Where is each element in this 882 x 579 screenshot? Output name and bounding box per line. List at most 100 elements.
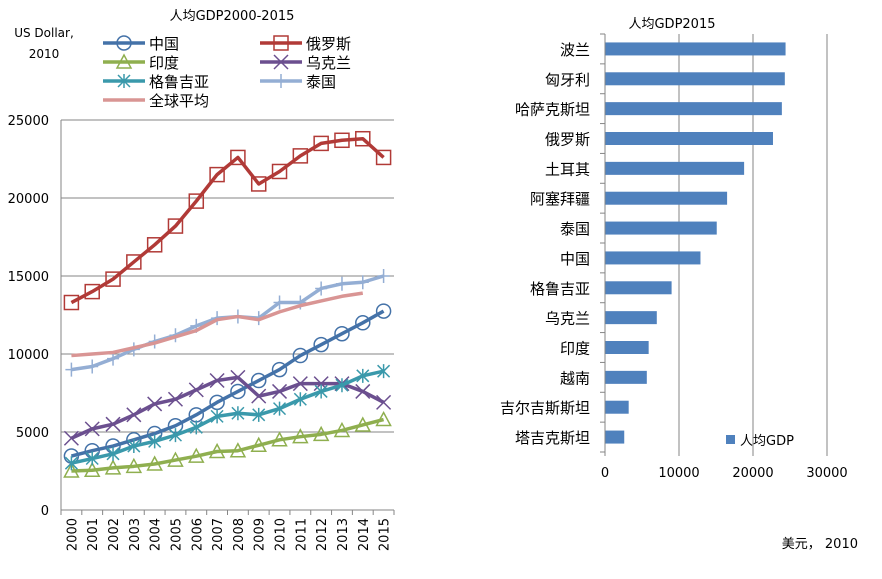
data-point bbox=[355, 383, 371, 399]
category-label: 匈牙利 bbox=[545, 71, 590, 89]
bar-chart-legend: 人均GDP bbox=[726, 434, 794, 449]
data-point bbox=[85, 451, 99, 466]
x-axis-label: 美元， 2010 bbox=[782, 537, 858, 552]
y-tick-label: 5000 bbox=[16, 426, 49, 441]
data-point bbox=[335, 378, 349, 393]
legend-swatch-gdp bbox=[726, 435, 735, 444]
series-line bbox=[70, 136, 385, 305]
data-point bbox=[146, 237, 163, 253]
legend-marker bbox=[116, 35, 132, 51]
data-point bbox=[105, 271, 121, 287]
data-point bbox=[334, 132, 350, 149]
bar bbox=[605, 42, 786, 56]
data-point bbox=[377, 269, 390, 283]
x-tick-label: 2015 bbox=[378, 518, 393, 551]
y-tick-label: 0 bbox=[41, 504, 49, 519]
x-tick-label: 2014 bbox=[357, 518, 372, 551]
data-point bbox=[229, 442, 247, 458]
data-point bbox=[188, 447, 205, 463]
series-triangle bbox=[63, 410, 392, 478]
y-tick-label: 10000 bbox=[8, 348, 49, 363]
category-label: 印度 bbox=[560, 340, 590, 358]
data-point bbox=[148, 434, 162, 449]
data-point bbox=[147, 396, 163, 412]
data-point bbox=[188, 193, 205, 209]
category-label: 吉尔吉斯斯坦 bbox=[500, 399, 590, 417]
x-tick-label: 2010 bbox=[274, 518, 289, 551]
data-point bbox=[292, 376, 308, 392]
data-point bbox=[313, 336, 329, 353]
data-point bbox=[230, 383, 246, 400]
legend-label: 中国 bbox=[149, 35, 179, 53]
series-line bbox=[71, 274, 385, 372]
data-point bbox=[105, 416, 121, 432]
bar-chart-axes: 0 10000 20000 30000 波兰匈牙利哈萨克斯坦俄罗斯土耳其阿塞拜疆泰国中国… bbox=[500, 33, 848, 481]
series-none bbox=[71, 291, 364, 358]
x-tick-label: 2007 bbox=[211, 518, 226, 551]
data-point bbox=[375, 303, 392, 319]
data-point bbox=[355, 315, 371, 331]
category-label: 哈萨克斯坦 bbox=[515, 101, 590, 119]
bar bbox=[605, 281, 672, 295]
category-label: 塔吉克斯坦 bbox=[515, 429, 590, 447]
bar bbox=[605, 191, 728, 205]
bar-chart-bars bbox=[605, 42, 786, 444]
x-tick-label: 2004 bbox=[149, 518, 164, 551]
data-point bbox=[376, 394, 392, 410]
data-point bbox=[355, 130, 371, 147]
data-point bbox=[106, 446, 120, 461]
data-point bbox=[64, 456, 78, 471]
data-point bbox=[84, 283, 100, 300]
data-point bbox=[377, 364, 391, 379]
category-label: 乌克兰 bbox=[545, 310, 590, 328]
legend-label: 印度 bbox=[149, 54, 179, 72]
data-point bbox=[375, 149, 392, 166]
x-tick-label: 2013 bbox=[336, 518, 351, 551]
data-point bbox=[333, 421, 351, 438]
x-tick-label: 2005 bbox=[169, 518, 184, 551]
legend-label: 乌克兰 bbox=[306, 54, 351, 72]
data-point bbox=[272, 383, 288, 399]
x-tick-label: 2002 bbox=[107, 518, 122, 551]
data-point bbox=[313, 135, 329, 152]
bar bbox=[605, 370, 647, 384]
data-point bbox=[210, 409, 224, 424]
data-point bbox=[314, 384, 328, 399]
series-plus bbox=[65, 269, 390, 377]
data-point bbox=[167, 451, 184, 467]
x-tick-label: 2012 bbox=[315, 518, 330, 551]
category-label: 中国 bbox=[560, 250, 590, 268]
bar bbox=[605, 102, 782, 116]
bar bbox=[605, 72, 785, 86]
data-point bbox=[209, 394, 225, 411]
x-tick-label: 2006 bbox=[190, 518, 205, 551]
data-point bbox=[146, 455, 163, 471]
data-point bbox=[292, 148, 309, 164]
data-point bbox=[271, 361, 288, 378]
series-line bbox=[70, 375, 385, 440]
data-point bbox=[271, 431, 288, 447]
category-label: 格鲁吉亚 bbox=[530, 280, 590, 298]
data-point bbox=[251, 388, 267, 404]
bar-chart: 人均GDP2015 0 10000 20000 30000 波兰匈牙利哈萨克斯坦俄罗斯土… bbox=[500, 17, 858, 552]
data-point bbox=[293, 392, 307, 407]
y-axis-label-line1: US Dollar, bbox=[14, 26, 74, 40]
bar bbox=[605, 221, 717, 235]
bar bbox=[605, 161, 745, 175]
data-point bbox=[63, 430, 79, 446]
legend-marker bbox=[117, 74, 131, 88]
y-axis-label-line2: 2010 bbox=[29, 47, 60, 61]
data-point bbox=[335, 276, 348, 291]
data-point bbox=[188, 382, 204, 398]
series-line bbox=[70, 309, 385, 458]
bar bbox=[605, 430, 625, 444]
x-tick-label: 0 bbox=[601, 466, 609, 481]
line-chart-axes: 0 5000 10000 15000 20000 25000 2000 2001 2002 200… bbox=[8, 114, 395, 551]
category-label: 泰国 bbox=[560, 220, 590, 238]
x-tick-label: 2011 bbox=[294, 518, 309, 551]
x-tick-label: 2001 bbox=[86, 518, 101, 551]
y-tick-label: 25000 bbox=[8, 114, 49, 129]
category-label: 波兰 bbox=[560, 41, 590, 59]
bar-chart-title: 人均GDP2015 bbox=[628, 17, 715, 32]
